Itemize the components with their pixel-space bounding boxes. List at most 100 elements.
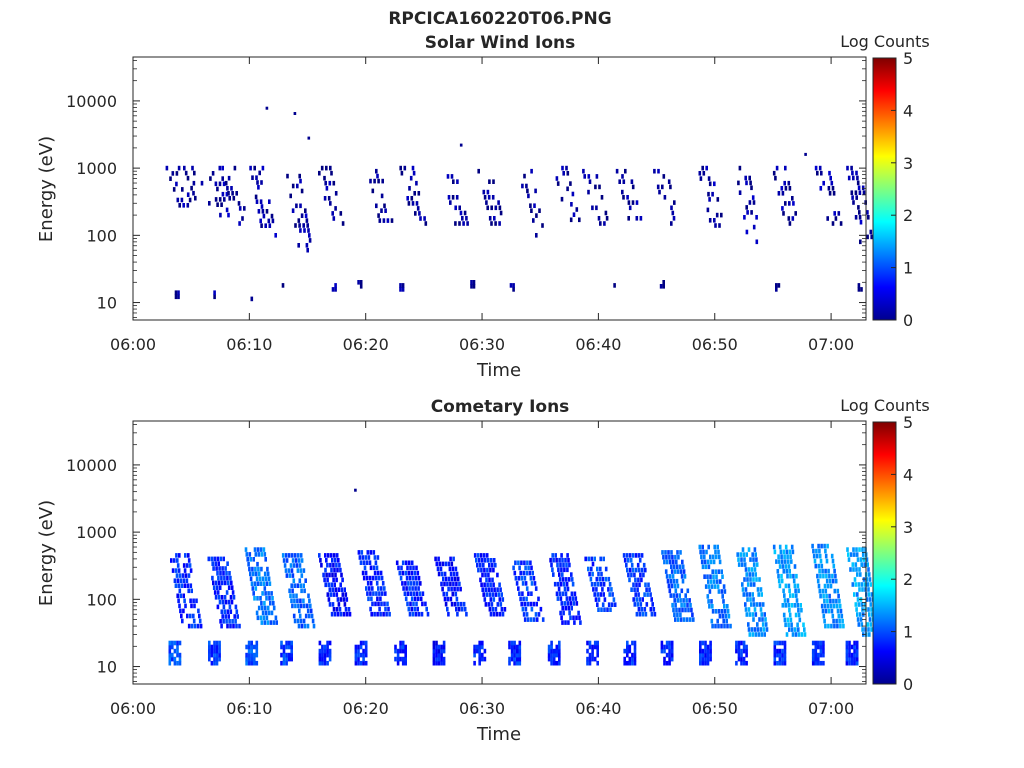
data-cell — [830, 623, 833, 629]
data-cell — [838, 598, 841, 604]
data-cell — [722, 584, 726, 589]
data-cell — [860, 602, 864, 607]
data-cell — [334, 283, 337, 288]
data-cell — [449, 581, 452, 587]
data-cell — [796, 583, 800, 589]
data-cell — [375, 168, 378, 174]
data-cell — [173, 578, 177, 583]
data-cell — [688, 598, 691, 603]
data-cell — [417, 191, 421, 196]
data-cell — [819, 648, 823, 654]
data-cell — [368, 586, 371, 591]
data-cell — [599, 566, 602, 572]
data-cell — [209, 176, 212, 181]
low-energy-blip — [473, 640, 487, 666]
data-cell — [215, 566, 218, 571]
data-cell — [753, 547, 757, 552]
data-cell — [672, 564, 676, 570]
data-cell — [510, 652, 514, 658]
data-cell — [707, 599, 710, 604]
data-cell — [492, 611, 496, 617]
data-cell — [369, 606, 372, 612]
data-cell — [755, 602, 759, 607]
low-energy-blip — [394, 640, 407, 666]
data-cell — [280, 660, 283, 666]
data-cell — [745, 652, 748, 658]
data-cell — [826, 598, 829, 604]
data-cell — [213, 644, 216, 650]
data-cell — [714, 549, 717, 555]
data-cell — [440, 652, 443, 658]
data-cell — [490, 587, 493, 592]
data-cell — [248, 566, 251, 572]
data-cell — [642, 572, 645, 578]
data-cell — [547, 652, 551, 658]
data-cell — [633, 644, 637, 650]
data-cell — [819, 652, 823, 658]
data-cell — [847, 175, 851, 181]
data-cell — [185, 563, 189, 568]
data-cell — [357, 652, 360, 658]
data-cell — [773, 652, 777, 658]
data-cell — [291, 183, 295, 189]
data-cell — [630, 562, 634, 568]
data-cell — [375, 581, 379, 586]
data-cell — [325, 558, 328, 563]
data-cell — [795, 593, 798, 598]
data-cell — [529, 576, 533, 581]
data-cell — [399, 287, 402, 292]
data-cell — [823, 598, 826, 604]
data-cell — [632, 582, 635, 588]
data-cell — [660, 644, 664, 650]
data-cell — [708, 218, 712, 223]
data-cell — [381, 591, 384, 596]
data-cell — [447, 611, 450, 617]
data-cell — [247, 561, 250, 567]
data-cell — [564, 591, 568, 597]
data-cell — [851, 562, 855, 567]
data-cell — [257, 552, 261, 557]
data-cell — [300, 603, 303, 609]
data-cell — [305, 243, 309, 248]
data-cell — [737, 652, 741, 658]
data-cell — [409, 601, 412, 607]
data-cell — [488, 592, 491, 597]
data-cell — [819, 558, 823, 564]
data-cell — [822, 660, 825, 666]
data-cell — [751, 592, 754, 597]
data-cell — [667, 179, 671, 184]
data-cell — [329, 562, 332, 568]
data-cell — [249, 576, 253, 582]
data-cell — [629, 567, 632, 573]
data-cell — [608, 582, 612, 587]
data-cell — [255, 610, 259, 616]
data-cell — [247, 660, 251, 666]
data-cell — [218, 648, 221, 654]
data-cell — [447, 195, 451, 200]
data-cell — [400, 565, 403, 571]
data-cell — [571, 596, 575, 601]
burst — [473, 553, 507, 617]
data-cell — [436, 566, 440, 572]
data-cell — [635, 597, 638, 602]
low-energy-blip — [811, 640, 825, 666]
data-cell — [318, 648, 322, 654]
data-cell — [412, 601, 415, 607]
data-cell — [742, 592, 746, 597]
data-cell — [215, 640, 219, 646]
data-cell — [197, 608, 200, 614]
data-cell — [791, 627, 794, 632]
data-cell — [499, 587, 502, 592]
data-cell — [644, 567, 647, 573]
data-cell — [827, 186, 831, 191]
data-cell — [596, 592, 599, 597]
data-cell — [260, 620, 264, 625]
data-cell — [603, 221, 606, 226]
data-cell — [822, 648, 825, 654]
data-cell — [782, 612, 786, 618]
data-cell — [637, 607, 641, 612]
data-cell — [630, 179, 634, 184]
data-cell — [488, 562, 491, 568]
data-cell — [868, 592, 871, 597]
data-cell — [826, 603, 830, 609]
